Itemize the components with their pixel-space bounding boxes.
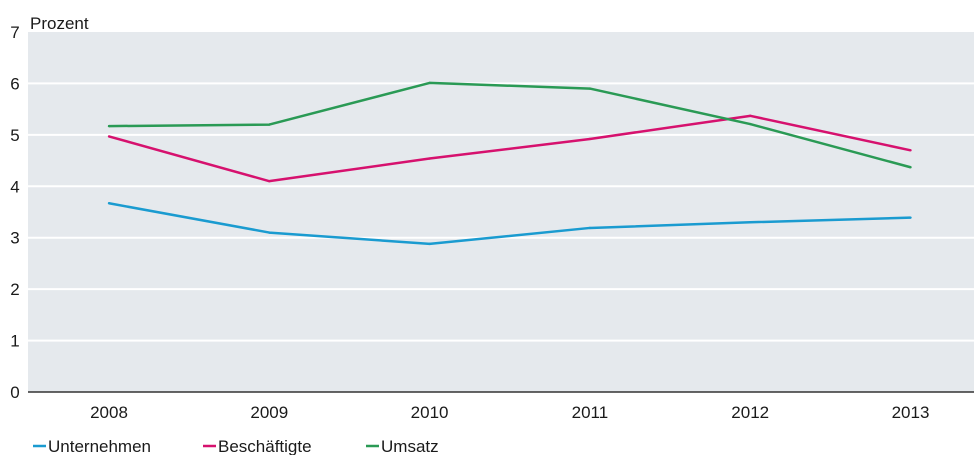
legend-item-unternehmen: Unternehmen xyxy=(33,437,151,455)
y-tick-label: 2 xyxy=(10,280,19,299)
x-tick-label: 2013 xyxy=(892,403,930,422)
x-axis-ticks: 2008 2009 2010 2011 2012 2013 xyxy=(90,403,929,422)
x-tick-label: 2010 xyxy=(411,403,449,422)
legend-label: Unternehmen xyxy=(48,437,151,455)
legend: Unternehmen Beschäftigte Umsatz xyxy=(33,437,439,455)
y-axis-ticks: 0 1 2 3 4 5 6 7 xyxy=(10,23,19,402)
y-tick-label: 7 xyxy=(10,23,19,42)
series-line-beschäftigte xyxy=(108,114,911,183)
legend-item-beschäftigte: Beschäftigte xyxy=(203,437,312,455)
data-point xyxy=(268,179,271,183)
data-point xyxy=(749,221,752,224)
data-point xyxy=(268,231,271,234)
legend-label: Umsatz xyxy=(381,437,439,455)
x-tick-label: 2009 xyxy=(250,403,288,422)
y-tick-label: 5 xyxy=(10,126,19,145)
data-point xyxy=(428,242,431,246)
data-point xyxy=(428,81,431,85)
series-line-unternehmen xyxy=(108,202,911,246)
data-point xyxy=(909,166,912,169)
data-point xyxy=(428,157,431,160)
y-tick-label: 3 xyxy=(10,229,19,248)
data-point xyxy=(107,135,111,138)
data-point xyxy=(749,122,752,126)
data-point xyxy=(268,123,271,126)
data-point xyxy=(588,87,592,90)
data-point xyxy=(107,202,111,205)
data-point xyxy=(588,226,592,230)
y-tick-label: 4 xyxy=(10,177,19,196)
data-point xyxy=(107,124,111,128)
x-tick-label: 2012 xyxy=(731,403,769,422)
x-tick-label: 2008 xyxy=(90,403,128,422)
data-point xyxy=(588,137,592,141)
y-tick-label: 1 xyxy=(10,332,19,351)
legend-label: Beschäftigte xyxy=(218,437,312,455)
plot-area xyxy=(28,32,974,392)
series-line-umsatz xyxy=(108,81,911,169)
legend-item-umsatz: Umsatz xyxy=(366,437,439,455)
data-point xyxy=(909,149,912,152)
data-point xyxy=(749,114,752,118)
y-axis-unit-label: Prozent xyxy=(30,14,89,33)
y-tick-label: 6 xyxy=(10,74,19,93)
data-point xyxy=(909,216,912,219)
y-tick-label: 0 xyxy=(10,383,19,402)
series-lines xyxy=(107,81,912,246)
x-tick-label: 2011 xyxy=(572,403,609,422)
